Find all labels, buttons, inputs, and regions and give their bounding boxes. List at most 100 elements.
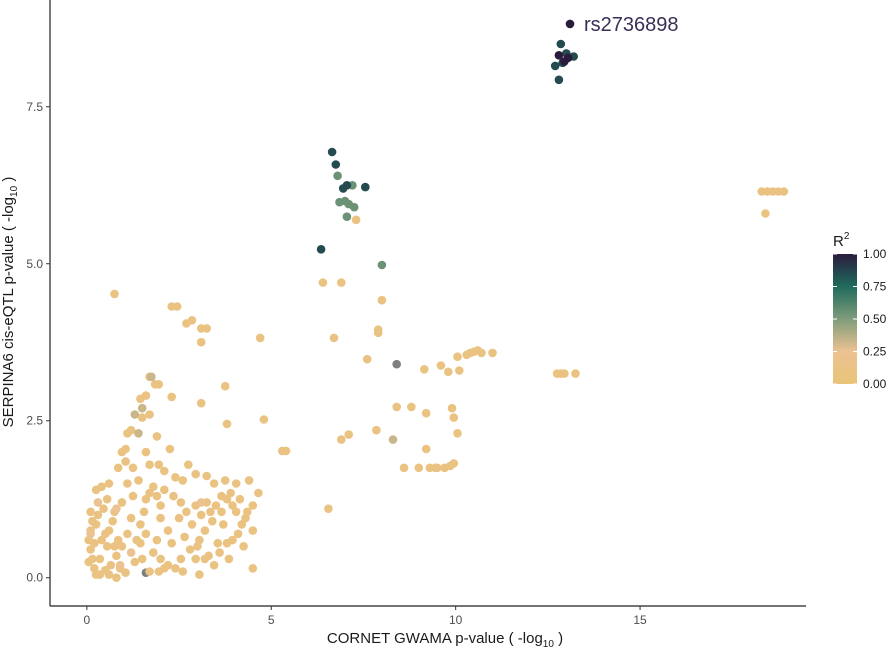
y-axis-title: SERPINA6 cis-eQTL p-value ( -log10 ) [0,177,20,428]
data-point [152,535,162,545]
data-point [156,513,165,523]
data-point [121,457,130,466]
data-point [195,570,204,579]
data-point [130,557,140,567]
data-point [104,479,114,488]
data-point [431,463,440,473]
data-point [165,444,175,454]
data-point [136,520,145,529]
data-point [361,182,370,192]
data-point [110,289,119,299]
data-point [154,380,164,389]
data-point [184,460,193,470]
data-point [449,413,459,422]
data-point [222,419,232,429]
data-point [106,560,116,570]
y-tick-label: 0.0 [26,571,43,585]
data-point [477,348,486,358]
data-point [196,337,206,347]
data-point [147,372,156,382]
data-point [335,197,344,207]
data-point [209,479,219,488]
data-point [444,367,453,377]
data-point [449,459,459,468]
data-point [233,529,243,539]
data-point [134,476,143,485]
data-point [344,430,354,439]
data-point [255,333,265,343]
data-point [137,554,147,564]
data-point [128,491,138,501]
data-point [420,365,429,374]
data-point [141,494,151,504]
data-point [88,516,97,526]
data-point [128,463,138,473]
x-axis-title: CORNET GWAMA p-value ( -log10 ) [327,630,563,649]
data-point [126,548,136,557]
data-point [436,361,446,370]
data-point [93,498,103,507]
x-tick-label: 5 [268,613,275,627]
data-point [90,538,99,548]
data-point [231,507,241,517]
data-point [316,245,326,254]
data-point [112,504,121,513]
data-point [156,554,165,564]
data-point [351,215,361,225]
data-point [91,485,101,495]
data-point [455,366,464,375]
data-point [372,425,381,435]
data-point [178,567,188,576]
data-point [191,554,200,564]
data-point [222,494,232,504]
data-point [149,482,158,492]
legend-tick-label: 1.00 [863,247,887,261]
data-point [99,504,108,513]
data-point [453,429,462,438]
data-point [185,545,195,554]
data-point [388,435,398,444]
data-point [126,513,136,523]
data-point [167,392,176,402]
data-point [145,488,154,498]
data-point [152,432,162,441]
data-point [259,415,269,424]
data-point [163,526,173,535]
legend-tick-label: 0.75 [863,280,887,294]
legend-ticks: 1.00 0.75 0.50 0.25 0.00 [833,247,887,391]
y-tick-label: 7.5 [26,100,43,114]
data-point [108,516,117,526]
data-point [392,359,402,369]
data-point [337,435,346,444]
data-point [137,403,147,413]
data-point [202,471,211,481]
data-point [421,444,431,454]
data-point [399,463,409,473]
data-point [342,212,352,221]
data-point [134,429,143,438]
data-point [145,567,154,576]
data-point [331,160,341,169]
data-point [130,410,140,419]
ticks-layer: 0 5 10 15 0.0 2.5 5.0 7.5 [26,100,647,627]
data-point [117,542,127,551]
legend-title: R2 [833,231,850,250]
data-point [141,529,151,539]
data-point [86,529,95,539]
data-point [228,501,237,510]
data-point [349,202,359,212]
data-point [84,557,93,567]
data-point [206,507,215,517]
data-point [222,538,232,548]
data-point [104,570,114,579]
data-point [95,554,105,564]
data-point [421,408,431,418]
data-point [139,507,149,517]
data-point [571,369,580,378]
y-tick-label: 5.0 [26,257,43,271]
x-tick-label: 15 [633,613,647,627]
data-point [145,460,154,470]
r2-legend: R2 1.00 0.75 0.50 0.25 0.00 [833,231,887,391]
data-point [145,410,154,419]
